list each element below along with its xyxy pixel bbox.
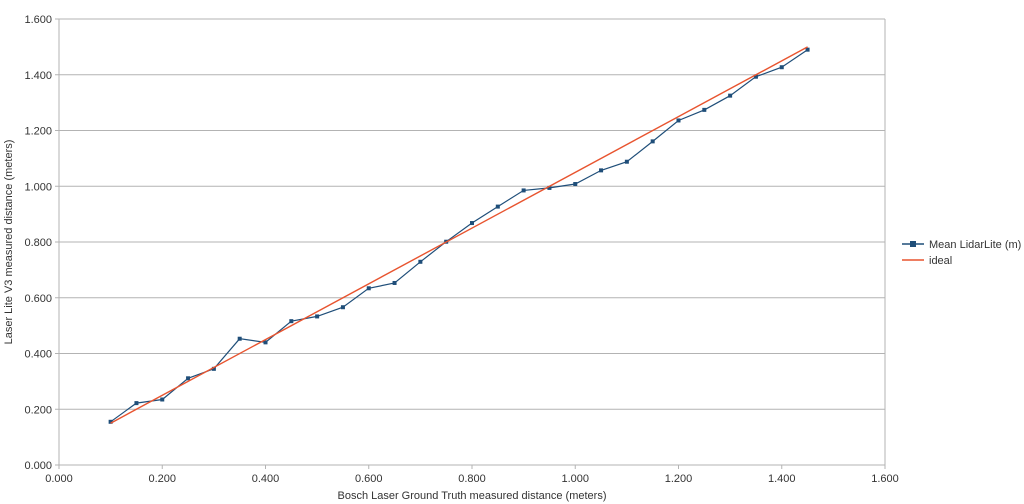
- data-point: [134, 401, 139, 406]
- data-point: [289, 319, 294, 324]
- grid-lines: [59, 18, 885, 466]
- data-point: [702, 107, 707, 112]
- y-tick-label: 0.400: [24, 349, 52, 361]
- data-point: [676, 118, 681, 123]
- x-tick-label: 0.200: [148, 473, 176, 485]
- data-point: [366, 286, 371, 291]
- data-point: [211, 366, 216, 371]
- data-point: [495, 204, 500, 209]
- x-tick-label: 1.000: [561, 473, 589, 485]
- y-axis-title: Laser Lite V3 measured distance (meters): [3, 140, 15, 345]
- data-point: [392, 280, 397, 285]
- x-axis-title: Bosch Laser Ground Truth measured distan…: [337, 490, 606, 502]
- data-point: [315, 314, 320, 319]
- data-point: [599, 168, 604, 173]
- data-point: [418, 259, 423, 264]
- data-point: [470, 221, 474, 226]
- data-point: [753, 74, 758, 79]
- x-tick-label: 0.600: [355, 473, 383, 485]
- legend: Mean LidarLite (m) ideal: [902, 239, 1021, 267]
- y-tick-label: 0.800: [24, 237, 52, 249]
- data-point: [108, 419, 113, 424]
- data-point: [237, 336, 242, 341]
- data-point: [624, 159, 629, 164]
- data-point: [160, 397, 165, 402]
- legend-label: Mean LidarLite (m): [929, 239, 1021, 251]
- data-point: [186, 376, 191, 381]
- y-tick-label: 0.200: [24, 404, 52, 416]
- y-tick-label: 0.600: [24, 293, 52, 305]
- y-tick-label: 1.000: [24, 181, 52, 193]
- data-point: [340, 305, 345, 310]
- data-point: [521, 188, 526, 193]
- y-tick-label: 1.400: [24, 70, 52, 82]
- axes: [55, 18, 886, 469]
- x-tick-labels: 0.000 0.200 0.400 0.600 0.800 1.000 1.200 1.400…: [45, 473, 899, 485]
- x-tick-label: 1.600: [871, 473, 899, 485]
- x-tick-label: 0.000: [45, 473, 73, 485]
- data-point: [805, 47, 810, 52]
- data-point: [263, 340, 268, 345]
- y-tick-label: 1.600: [24, 14, 52, 26]
- data-point: [573, 182, 578, 187]
- legend-marker: [910, 241, 916, 247]
- data-point: [650, 139, 655, 144]
- x-tick-label: 1.400: [768, 473, 796, 485]
- y-tick-label: 0.000: [24, 460, 52, 472]
- series-line-mean-lidarlite: [110, 49, 808, 423]
- data-point: [779, 65, 784, 70]
- legend-label: ideal: [929, 255, 952, 267]
- x-tick-label: 0.400: [252, 473, 280, 485]
- x-tick-label: 0.800: [458, 473, 486, 485]
- y-tick-label: 1.200: [24, 126, 52, 138]
- data-point: [728, 93, 733, 98]
- data-point: [547, 185, 552, 190]
- x-tick-label: 1.200: [665, 473, 693, 485]
- y-tick-labels: 0.000 0.200 0.400 0.600 0.800 1.000 1.200 1.400…: [24, 14, 52, 472]
- plot-area: [108, 46, 810, 424]
- series-line-ideal: [110, 46, 808, 424]
